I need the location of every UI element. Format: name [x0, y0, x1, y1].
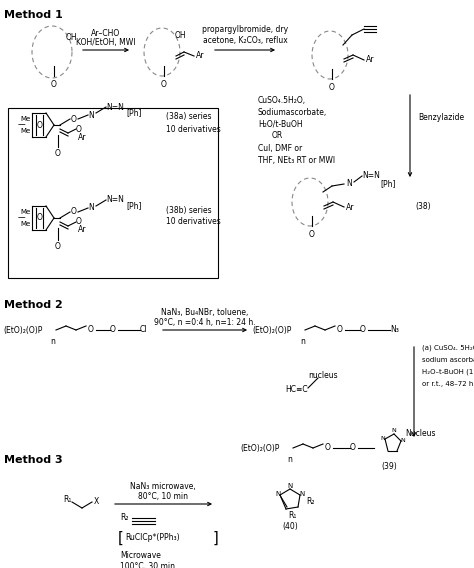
Text: R₁: R₁	[288, 511, 296, 520]
Text: O: O	[76, 218, 82, 227]
Bar	[8, 108, 218, 278]
Text: O: O	[309, 230, 315, 239]
Text: N: N	[287, 483, 292, 489]
Text: OR: OR	[272, 132, 283, 140]
Text: (38b) series: (38b) series	[166, 206, 211, 215]
Text: Method 1: Method 1	[4, 10, 63, 20]
Text: O: O	[76, 124, 82, 133]
Text: O: O	[37, 214, 43, 223]
Text: Ar: Ar	[366, 56, 374, 65]
Text: propargylbromide, dry: propargylbromide, dry	[202, 26, 288, 35]
Text: N: N	[401, 437, 405, 442]
Text: N₃: N₃	[390, 325, 399, 335]
Text: Me: Me	[20, 116, 30, 122]
Text: O: O	[88, 325, 94, 335]
Text: O: O	[55, 242, 61, 251]
Text: Microwave: Microwave	[120, 552, 161, 561]
Text: 10 derivatives: 10 derivatives	[166, 124, 221, 133]
Text: N: N	[300, 491, 305, 497]
Text: R₂: R₂	[306, 496, 315, 506]
Text: N=N: N=N	[362, 172, 380, 181]
Text: (39): (39)	[381, 461, 397, 470]
Text: O: O	[161, 80, 167, 89]
Text: Cl: Cl	[140, 325, 147, 335]
Text: 100°C, 30 min: 100°C, 30 min	[120, 562, 175, 568]
Text: Nucleus: Nucleus	[405, 429, 436, 438]
Text: 10 derivatives: 10 derivatives	[166, 218, 221, 227]
Text: NaN₃, Bu₄NBr, toluene,: NaN₃, Bu₄NBr, toluene,	[161, 307, 249, 316]
Text: R₁: R₁	[64, 495, 72, 504]
Text: Method 2: Method 2	[4, 300, 63, 310]
Text: or r.t., 48–72 h.: or r.t., 48–72 h.	[422, 381, 474, 387]
Text: (38a) series: (38a) series	[166, 112, 211, 122]
Text: n: n	[50, 337, 55, 346]
Text: (38): (38)	[415, 203, 430, 211]
Text: Benzylazide: Benzylazide	[418, 114, 464, 123]
Text: ]: ]	[213, 531, 219, 545]
Text: (40): (40)	[282, 523, 298, 532]
Text: Ar: Ar	[346, 203, 355, 211]
Text: KOH/EtOH, MWI: KOH/EtOH, MWI	[76, 39, 136, 48]
Text: OH: OH	[66, 34, 78, 43]
Text: N=N: N=N	[106, 102, 124, 111]
Text: H₂O/t-BuOH: H₂O/t-BuOH	[258, 119, 302, 128]
Text: OH: OH	[175, 31, 187, 40]
Text: Me: Me	[20, 128, 30, 134]
Text: O: O	[51, 80, 57, 89]
Text: N=N: N=N	[106, 195, 124, 204]
Text: N: N	[88, 203, 94, 212]
Text: (EtO)₂(O)P: (EtO)₂(O)P	[3, 325, 42, 335]
Text: HC≡C: HC≡C	[285, 386, 308, 395]
Text: O: O	[55, 149, 61, 158]
Text: (EtO)₂(O)P: (EtO)₂(O)P	[240, 444, 279, 453]
Text: N: N	[392, 428, 396, 433]
Text: Me: Me	[20, 209, 30, 215]
Text: O: O	[37, 120, 43, 130]
Text: n: n	[300, 337, 305, 346]
Text: 90°C, n =0:4 h, n=1: 24 h.: 90°C, n =0:4 h, n=1: 24 h.	[154, 318, 256, 327]
Text: acetone, K₂CO₃, reflux: acetone, K₂CO₃, reflux	[202, 35, 287, 44]
Text: Ar: Ar	[196, 52, 204, 61]
Text: N: N	[346, 179, 352, 189]
Text: O: O	[350, 444, 356, 453]
Text: —: —	[18, 214, 26, 223]
Text: X: X	[94, 498, 99, 507]
Text: sodium ascorbate (0.1 equiv.),: sodium ascorbate (0.1 equiv.),	[422, 357, 474, 364]
Text: NaN₃ microwave,: NaN₃ microwave,	[130, 482, 196, 491]
Text: O: O	[329, 83, 335, 92]
Text: (a) CuSO₄. 5H₂O (0.05 equiv.),: (a) CuSO₄. 5H₂O (0.05 equiv.),	[422, 345, 474, 351]
Text: H₂O–t-BuOH (1:1), MW, 10 min: H₂O–t-BuOH (1:1), MW, 10 min	[422, 369, 474, 375]
Text: THF, NEt₃ RT or MWI: THF, NEt₃ RT or MWI	[258, 156, 335, 165]
Text: O: O	[325, 444, 331, 453]
Text: N: N	[88, 111, 94, 119]
Text: Ar: Ar	[78, 132, 86, 141]
Text: [: [	[118, 531, 124, 545]
Text: —: —	[18, 120, 26, 130]
Text: (EtO)₂(O)P: (EtO)₂(O)P	[252, 325, 292, 335]
Text: O: O	[110, 325, 116, 335]
Text: O: O	[337, 325, 343, 335]
Text: N: N	[381, 436, 385, 441]
Text: RuClCp*(PPh₃): RuClCp*(PPh₃)	[125, 533, 180, 542]
Text: CuSO₄.5H₂O,: CuSO₄.5H₂O,	[258, 95, 306, 105]
Text: O: O	[71, 207, 77, 216]
Text: Me: Me	[20, 221, 30, 227]
Text: nucleus: nucleus	[308, 370, 337, 379]
Text: n: n	[287, 456, 292, 465]
Text: O: O	[71, 115, 77, 123]
Text: Ar–CHO: Ar–CHO	[91, 30, 120, 39]
Text: 80°C, 10 min: 80°C, 10 min	[138, 491, 188, 500]
Text: Method 3: Method 3	[4, 455, 63, 465]
Text: [Ph]: [Ph]	[126, 202, 142, 211]
Text: [Ph]: [Ph]	[126, 108, 142, 118]
Text: Sodiumascorbate,: Sodiumascorbate,	[258, 107, 327, 116]
Text: [Ph]: [Ph]	[380, 179, 395, 189]
Text: CuI, DMF or: CuI, DMF or	[258, 144, 302, 152]
Text: O: O	[360, 325, 366, 335]
Text: R₂: R₂	[120, 513, 128, 523]
Text: Ar: Ar	[78, 225, 86, 235]
Text: N: N	[275, 491, 281, 497]
